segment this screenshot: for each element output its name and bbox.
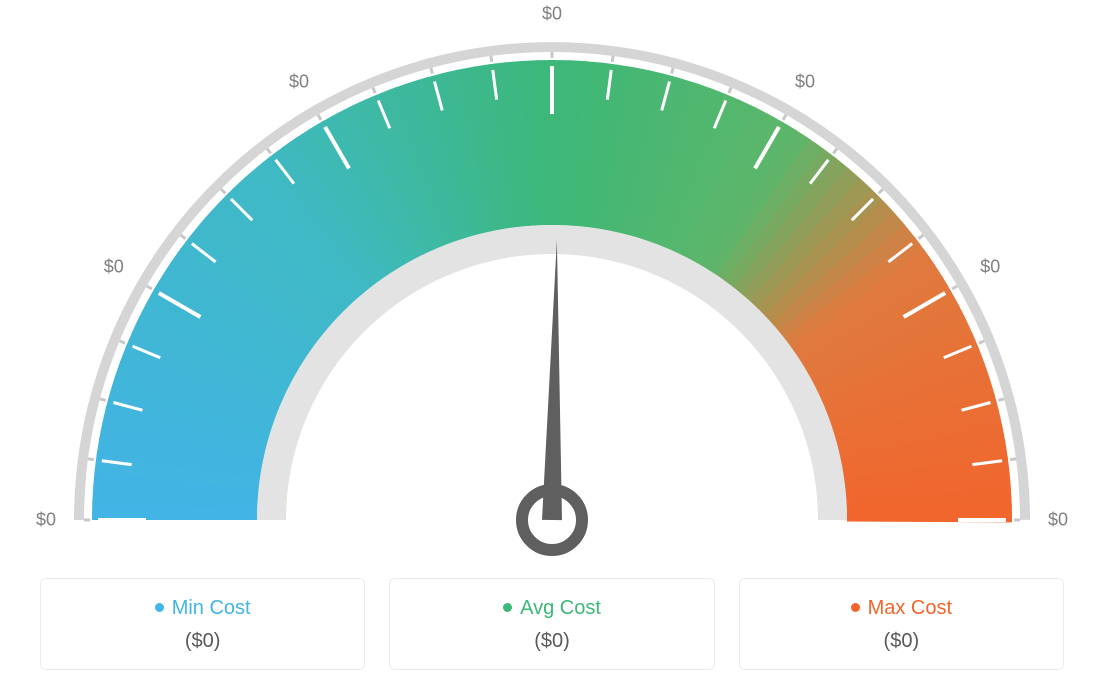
legend-label-min: Min Cost — [53, 597, 352, 620]
cost-gauge-widget: $0 $0 $0 $0 $0 $0 $0 Min Cost ($0) Avg Cost ($… — [0, 0, 1104, 690]
gauge-tick-label: $0 — [289, 71, 309, 92]
legend-value-avg: ($0) — [402, 630, 701, 653]
legend-bullet-max — [851, 603, 860, 612]
legend-label-max-text: Max Cost — [868, 597, 952, 619]
gauge-tick-label: $0 — [980, 257, 1000, 278]
legend-card-min: Min Cost ($0) — [40, 578, 365, 670]
gauge-svg — [0, 0, 1104, 560]
gauge-tick-label: $0 — [542, 4, 562, 25]
gauge-tick-label: $0 — [36, 510, 56, 531]
gauge-chart: $0 $0 $0 $0 $0 $0 $0 — [0, 0, 1104, 560]
legend-label-max: Max Cost — [752, 597, 1051, 620]
legend-label-min-text: Min Cost — [172, 597, 251, 619]
legend-row: Min Cost ($0) Avg Cost ($0) Max Cost ($0… — [40, 578, 1064, 670]
gauge-tick-label: $0 — [795, 71, 815, 92]
legend-label-avg: Avg Cost — [402, 597, 701, 620]
legend-value-min: ($0) — [53, 630, 352, 653]
gauge-tick-label: $0 — [1048, 510, 1068, 531]
legend-card-avg: Avg Cost ($0) — [389, 578, 714, 670]
legend-bullet-min — [155, 603, 164, 612]
legend-bullet-avg — [503, 603, 512, 612]
legend-card-max: Max Cost ($0) — [739, 578, 1064, 670]
legend-label-avg-text: Avg Cost — [520, 597, 601, 619]
legend-value-max: ($0) — [752, 630, 1051, 653]
gauge-tick-label: $0 — [104, 257, 124, 278]
